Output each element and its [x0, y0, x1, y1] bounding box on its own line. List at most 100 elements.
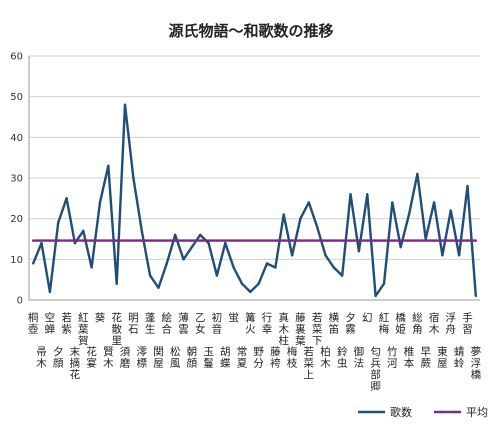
data-point: [474, 294, 478, 298]
data-point: [182, 239, 185, 242]
data-point: [265, 239, 269, 242]
x-tick-label: 夕顔: [53, 346, 64, 370]
data-point: [382, 282, 386, 285]
x-tick-label: 若菜上: [304, 345, 315, 381]
x-tick-label: 横笛: [329, 311, 340, 336]
data-point: [173, 233, 177, 237]
x-tick-label: 松風: [170, 345, 181, 370]
data-point: [357, 250, 361, 253]
data-point: [324, 254, 327, 257]
data-point: [307, 201, 310, 204]
data-point: [48, 290, 52, 294]
y-axis: 0 10 20 30 40 50 60: [10, 52, 23, 307]
x-tick-label: 玉鬘: [203, 346, 214, 370]
x-tick-label: 紅葉賀: [78, 312, 89, 347]
data-point: [173, 239, 177, 242]
x-tick-label: 野分: [253, 346, 264, 370]
data-point: [224, 241, 227, 245]
data-point: [449, 209, 452, 212]
data-point: [73, 241, 77, 245]
data-point: [424, 239, 427, 242]
data-point: [165, 262, 169, 265]
data-point: [474, 239, 478, 242]
x-tick-label: 竹河: [387, 345, 398, 370]
x-tick-label: 橋姫: [395, 311, 406, 336]
x-tick-label: 真木柱: [278, 311, 289, 347]
x-tick-label: 浮舟: [446, 312, 457, 336]
data-point: [107, 239, 110, 242]
data-point: [416, 172, 419, 176]
x-tick-label: 須磨: [120, 346, 131, 370]
x-tick-label: 初音: [212, 311, 223, 336]
data-point: [240, 239, 244, 242]
x-tick-label: 澪標: [137, 346, 148, 370]
x-tick-label: 幻: [362, 311, 373, 324]
data-point: [82, 229, 85, 233]
data-point: [290, 254, 294, 257]
y-tick-label: 30: [10, 174, 23, 185]
y-tick-label: 60: [10, 52, 23, 63]
plot-area: [31, 103, 478, 298]
data-point: [190, 239, 194, 242]
data-point: [148, 239, 152, 242]
data-point: [98, 201, 102, 204]
data-point: [282, 239, 285, 242]
data-point: [324, 239, 327, 242]
data-point: [182, 258, 185, 261]
legend: 歌数 平均: [358, 405, 488, 419]
data-point: [249, 290, 252, 294]
data-point: [140, 229, 143, 233]
y-tick-label: 40: [10, 133, 23, 144]
x-tick-label: 藤裏葉: [295, 312, 306, 347]
data-point: [215, 274, 219, 277]
data-point: [90, 239, 93, 242]
x-tick-label: 末摘花: [70, 345, 81, 381]
data-point: [215, 239, 219, 242]
data-point: [432, 239, 436, 242]
x-tick-label: 蜻蛉: [454, 345, 465, 370]
data-point: [457, 254, 461, 257]
data-point: [57, 239, 60, 242]
data-point: [40, 239, 43, 242]
x-tick-label: 桐壺: [28, 311, 39, 336]
x-tick-label: 朝顔: [187, 346, 198, 370]
x-tick-label: 椎本: [404, 345, 415, 370]
y-tick-label: 50: [10, 92, 23, 103]
x-tick-label: 夕霧: [345, 312, 356, 336]
data-point: [199, 233, 202, 237]
data-point: [57, 221, 60, 224]
x-tick-label: 若菜下: [312, 311, 323, 347]
data-point: [340, 239, 344, 242]
data-point: [332, 266, 336, 269]
data-point: [257, 239, 260, 242]
data-point: [457, 239, 461, 242]
data-point: [382, 239, 386, 242]
data-point: [466, 239, 469, 242]
chart-title: 源氏物語～和歌数の推移: [168, 22, 333, 40]
data-point: [115, 239, 118, 242]
data-point: [82, 239, 85, 242]
x-tick-label: 蛍: [228, 311, 239, 324]
x-tick-label: 帚木: [36, 346, 47, 370]
data-point: [274, 239, 277, 242]
data-point: [374, 294, 377, 298]
x-tick-label: 蓬生: [145, 312, 156, 336]
data-point: [257, 282, 260, 285]
data-point: [282, 213, 285, 216]
data-point: [407, 213, 411, 216]
y-tick-label: 20: [10, 214, 23, 225]
x-tick-label: 葵: [95, 312, 106, 324]
data-point: [265, 262, 269, 265]
data-point: [332, 239, 336, 242]
data-point: [65, 239, 68, 242]
data-point: [31, 262, 35, 265]
data-point: [31, 239, 35, 242]
data-point: [123, 239, 127, 242]
data-point: [349, 239, 352, 242]
data-point: [366, 193, 369, 196]
data-point: [90, 266, 93, 269]
data-point: [207, 239, 210, 242]
data-point: [40, 241, 43, 245]
data-point: [274, 266, 277, 269]
x-tick-label: 絵合: [162, 311, 173, 336]
